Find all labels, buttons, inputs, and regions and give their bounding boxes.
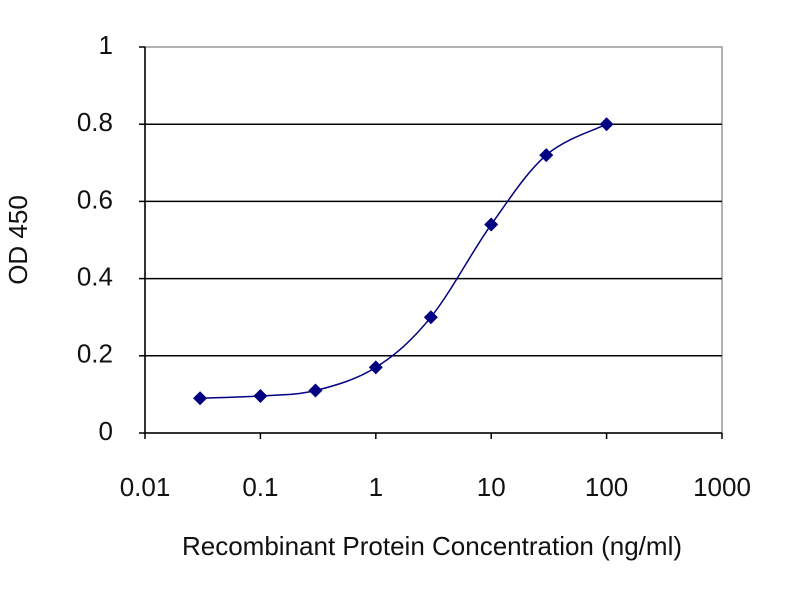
y-tick-label: 0.6 (77, 184, 113, 214)
y-tick-label: 0.4 (77, 261, 113, 291)
data-point (423, 310, 438, 325)
data-point (484, 217, 499, 232)
data-line (200, 123, 607, 400)
x-tick-label: 1000 (693, 472, 751, 502)
data-point (193, 391, 208, 406)
data-point (308, 383, 323, 398)
x-tick-label: 100 (585, 472, 628, 502)
x-axis-title: Recombinant Protein Concentration (ng/ml… (182, 531, 682, 561)
data-point (368, 360, 383, 375)
data-point (539, 148, 554, 163)
y-tick-label: 1 (99, 30, 113, 60)
y-axis-title: OD 450 (3, 195, 33, 285)
x-tick-label: 1 (369, 472, 383, 502)
y-tick-label: 0.2 (77, 339, 113, 369)
x-tick-label: 0.01 (120, 472, 171, 502)
x-tick-label: 0.1 (242, 472, 278, 502)
y-tick-label: 0 (99, 416, 113, 446)
data-point (599, 117, 614, 132)
x-tick-label: 10 (477, 472, 506, 502)
y-tick-label: 0.8 (77, 107, 113, 137)
data-point (253, 388, 268, 403)
